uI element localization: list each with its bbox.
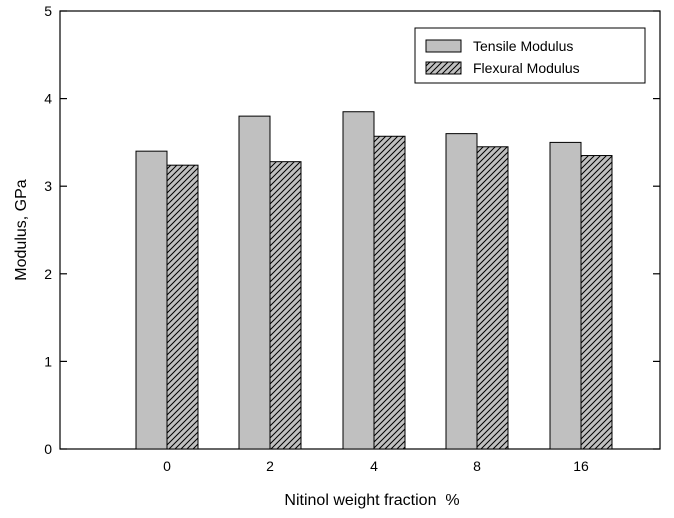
x-tick-label: 4 bbox=[370, 458, 378, 474]
x-tick-label: 0 bbox=[163, 458, 171, 474]
y-axis-ticks: 0 1 2 3 4 5 bbox=[44, 3, 660, 457]
legend: Tensile Modulus Flexural Modulus bbox=[414, 27, 646, 84]
bar-tensile-modulus bbox=[549, 141, 582, 450]
bar-tensile-modulus bbox=[135, 150, 168, 450]
legend-swatch-flexural bbox=[425, 61, 462, 75]
bar-flexural-modulus bbox=[580, 155, 613, 450]
y-tick-label: 0 bbox=[44, 441, 52, 457]
y-tick-label: 3 bbox=[44, 178, 52, 194]
bar-flexural-modulus bbox=[373, 135, 406, 450]
y-tick-label: 2 bbox=[44, 266, 52, 282]
y-tick-label: 1 bbox=[44, 353, 52, 369]
bar-tensile-modulus bbox=[342, 111, 375, 450]
legend-swatch-tensile bbox=[425, 39, 462, 53]
legend-label-flexural: Flexural Modulus bbox=[473, 60, 580, 76]
x-axis-label: Nitinol weight fraction % bbox=[284, 492, 459, 509]
x-tick-label: 2 bbox=[266, 458, 274, 474]
legend-label-tensile: Tensile Modulus bbox=[473, 38, 573, 54]
y-axis-label: Modulus, GPa bbox=[13, 179, 30, 280]
bar-flexural-modulus bbox=[269, 161, 302, 450]
y-tick-label: 4 bbox=[44, 91, 52, 107]
bar-flexural-modulus bbox=[166, 164, 199, 450]
y-tick-label: 5 bbox=[44, 3, 52, 19]
bar-flexural-modulus bbox=[476, 146, 509, 450]
bar-tensile-modulus bbox=[445, 133, 478, 450]
bar-tensile-modulus bbox=[238, 115, 271, 450]
x-tick-label: 16 bbox=[573, 458, 589, 474]
bars-group bbox=[135, 111, 613, 450]
x-tick-label: 8 bbox=[473, 458, 481, 474]
